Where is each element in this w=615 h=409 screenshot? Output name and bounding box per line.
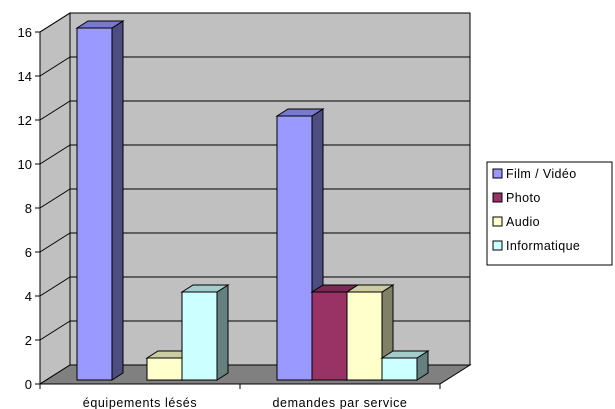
legend-swatch — [492, 240, 503, 251]
y-tick-label: 4 — [25, 289, 32, 304]
bar-side — [216, 284, 229, 381]
gridline-side — [39, 188, 71, 209]
bar-side — [111, 20, 124, 381]
legend-swatch — [492, 192, 503, 203]
axis-labels: 0 2 4 6 8 10 12 14 16 équipements lésés demandes p… — [18, 25, 408, 409]
legend-swatch — [492, 216, 503, 227]
gridline-side — [39, 320, 71, 341]
bar-front — [146, 357, 183, 381]
bar-film-vid-o — [75, 20, 125, 381]
y-tick-label: 10 — [18, 157, 32, 172]
gridline-side — [39, 56, 71, 77]
gridline-side — [39, 144, 71, 165]
gridline-side — [39, 276, 71, 297]
y-tick-label: 2 — [25, 333, 32, 348]
gridline-side — [39, 12, 71, 33]
y-tick-label: 12 — [18, 113, 32, 128]
bar-front — [76, 27, 113, 381]
y-tick-label: 16 — [18, 25, 32, 40]
bar-film-vid-o — [275, 108, 325, 381]
bar-front — [311, 291, 348, 381]
gridline-side — [39, 100, 71, 121]
legend-label: Photo — [506, 191, 541, 205]
y-tick-label: 8 — [25, 201, 32, 216]
legend: Film / Vidéo Photo Audio Informatique — [486, 161, 613, 266]
x-tick-label: équipements lésés — [83, 396, 197, 409]
gridline-side — [39, 232, 71, 253]
bar-informatique — [180, 284, 230, 381]
axes — [35, 31, 441, 389]
legend-label: Audio — [506, 215, 540, 229]
bar-front — [346, 291, 383, 381]
legend-box — [486, 161, 613, 266]
legend-label: Film / Vidéo — [506, 167, 577, 181]
bar-informatique — [380, 350, 430, 381]
bar-front — [276, 115, 313, 381]
bar-front — [381, 357, 418, 381]
gridlines — [39, 12, 470, 341]
y-tick-label: 6 — [25, 245, 32, 260]
legend-swatch — [492, 168, 503, 179]
y-tick-label: 0 — [25, 377, 32, 392]
legend-label: Informatique — [506, 239, 580, 253]
bar-front — [181, 291, 218, 381]
x-tick-label: demandes par service — [273, 396, 408, 409]
bars — [75, 20, 430, 381]
y-tick-label: 14 — [18, 69, 32, 84]
